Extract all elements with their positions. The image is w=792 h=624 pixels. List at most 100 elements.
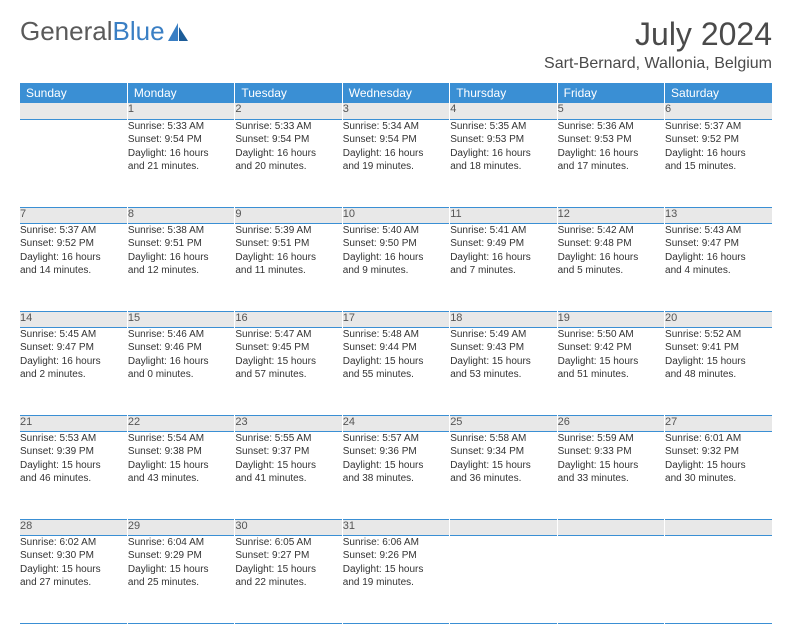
day-d1: Daylight: 16 hours bbox=[235, 147, 341, 161]
title-block: July 2024 Sart-Bernard, Wallonia, Belgiu… bbox=[544, 16, 772, 73]
day-d1: Daylight: 15 hours bbox=[343, 563, 449, 577]
day-sr: Sunrise: 5:34 AM bbox=[343, 120, 449, 134]
calendar-body: 123456Sunrise: 5:33 AMSunset: 9:54 PMDay… bbox=[20, 103, 772, 623]
day-number-cell: 3 bbox=[342, 103, 449, 119]
day-data-row: Sunrise: 5:45 AMSunset: 9:47 PMDaylight:… bbox=[20, 327, 772, 415]
day-ss: Sunset: 9:54 PM bbox=[128, 133, 234, 147]
day-number-cell: 26 bbox=[557, 415, 664, 431]
day-ss: Sunset: 9:54 PM bbox=[235, 133, 341, 147]
day-sr: Sunrise: 5:39 AM bbox=[235, 224, 341, 238]
day-number-cell: 23 bbox=[235, 415, 342, 431]
day-d2: and 17 minutes. bbox=[558, 160, 664, 174]
day-d1: Daylight: 16 hours bbox=[665, 147, 772, 161]
day-ss: Sunset: 9:36 PM bbox=[343, 445, 449, 459]
day-cell: Sunrise: 5:33 AMSunset: 9:54 PMDaylight:… bbox=[235, 119, 342, 207]
day-number-cell: 4 bbox=[450, 103, 557, 119]
day-d2: and 46 minutes. bbox=[20, 472, 127, 486]
day-sr: Sunrise: 6:02 AM bbox=[20, 536, 127, 550]
day-ss: Sunset: 9:47 PM bbox=[665, 237, 772, 251]
day-d1: Daylight: 15 hours bbox=[20, 563, 127, 577]
day-ss: Sunset: 9:30 PM bbox=[20, 549, 127, 563]
header: GeneralBlue July 2024 Sart-Bernard, Wall… bbox=[20, 16, 772, 73]
day-ss: Sunset: 9:32 PM bbox=[665, 445, 772, 459]
day-d1: Daylight: 15 hours bbox=[128, 563, 234, 577]
day-cell bbox=[665, 535, 772, 623]
day-d1: Daylight: 15 hours bbox=[558, 355, 664, 369]
day-d2: and 5 minutes. bbox=[558, 264, 664, 278]
day-ss: Sunset: 9:27 PM bbox=[235, 549, 341, 563]
day-number-cell: 13 bbox=[665, 207, 772, 223]
day-d1: Daylight: 16 hours bbox=[450, 147, 556, 161]
day-d1: Daylight: 16 hours bbox=[20, 355, 127, 369]
day-ss: Sunset: 9:44 PM bbox=[343, 341, 449, 355]
day-number-cell: 11 bbox=[450, 207, 557, 223]
day-sr: Sunrise: 5:37 AM bbox=[20, 224, 127, 238]
day-cell: Sunrise: 6:02 AMSunset: 9:30 PMDaylight:… bbox=[20, 535, 127, 623]
day-d2: and 0 minutes. bbox=[128, 368, 234, 382]
day-ss: Sunset: 9:39 PM bbox=[20, 445, 127, 459]
day-number-cell: 28 bbox=[20, 519, 127, 535]
day-ss: Sunset: 9:53 PM bbox=[450, 133, 556, 147]
day-d2: and 19 minutes. bbox=[343, 576, 449, 590]
daynum-row: 21222324252627 bbox=[20, 415, 772, 431]
day-number-cell: 29 bbox=[127, 519, 234, 535]
day-cell bbox=[557, 535, 664, 623]
day-d2: and 9 minutes. bbox=[343, 264, 449, 278]
day-d1: Daylight: 16 hours bbox=[128, 251, 234, 265]
day-number-cell bbox=[20, 103, 127, 119]
day-d1: Daylight: 16 hours bbox=[128, 147, 234, 161]
day-sr: Sunrise: 5:45 AM bbox=[20, 328, 127, 342]
day-d1: Daylight: 15 hours bbox=[235, 459, 341, 473]
day-cell: Sunrise: 5:57 AMSunset: 9:36 PMDaylight:… bbox=[342, 431, 449, 519]
weekday-tue: Tuesday bbox=[235, 83, 342, 103]
day-sr: Sunrise: 5:57 AM bbox=[343, 432, 449, 446]
day-d2: and 53 minutes. bbox=[450, 368, 556, 382]
day-number-cell: 25 bbox=[450, 415, 557, 431]
day-ss: Sunset: 9:49 PM bbox=[450, 237, 556, 251]
day-number-cell: 9 bbox=[235, 207, 342, 223]
day-sr: Sunrise: 5:35 AM bbox=[450, 120, 556, 134]
day-cell: Sunrise: 5:46 AMSunset: 9:46 PMDaylight:… bbox=[127, 327, 234, 415]
day-cell: Sunrise: 6:01 AMSunset: 9:32 PMDaylight:… bbox=[665, 431, 772, 519]
day-d1: Daylight: 16 hours bbox=[558, 147, 664, 161]
day-number-cell: 15 bbox=[127, 311, 234, 327]
day-number-cell: 18 bbox=[450, 311, 557, 327]
day-data-row: Sunrise: 5:53 AMSunset: 9:39 PMDaylight:… bbox=[20, 431, 772, 519]
day-d1: Daylight: 16 hours bbox=[343, 251, 449, 265]
day-d1: Daylight: 16 hours bbox=[20, 251, 127, 265]
brand-part2: Blue bbox=[113, 16, 165, 47]
day-number-cell bbox=[450, 519, 557, 535]
day-sr: Sunrise: 5:41 AM bbox=[450, 224, 556, 238]
day-number-cell: 14 bbox=[20, 311, 127, 327]
sail-icon bbox=[167, 22, 189, 42]
day-d1: Daylight: 15 hours bbox=[450, 355, 556, 369]
day-ss: Sunset: 9:29 PM bbox=[128, 549, 234, 563]
day-cell: Sunrise: 5:35 AMSunset: 9:53 PMDaylight:… bbox=[450, 119, 557, 207]
day-sr: Sunrise: 5:58 AM bbox=[450, 432, 556, 446]
day-ss: Sunset: 9:52 PM bbox=[20, 237, 127, 251]
day-d2: and 33 minutes. bbox=[558, 472, 664, 486]
daynum-row: 28293031 bbox=[20, 519, 772, 535]
day-ss: Sunset: 9:34 PM bbox=[450, 445, 556, 459]
day-cell: Sunrise: 5:36 AMSunset: 9:53 PMDaylight:… bbox=[557, 119, 664, 207]
day-cell: Sunrise: 5:38 AMSunset: 9:51 PMDaylight:… bbox=[127, 223, 234, 311]
day-cell: Sunrise: 5:40 AMSunset: 9:50 PMDaylight:… bbox=[342, 223, 449, 311]
day-sr: Sunrise: 5:50 AM bbox=[558, 328, 664, 342]
day-cell: Sunrise: 5:58 AMSunset: 9:34 PMDaylight:… bbox=[450, 431, 557, 519]
day-cell: Sunrise: 5:41 AMSunset: 9:49 PMDaylight:… bbox=[450, 223, 557, 311]
day-sr: Sunrise: 5:54 AM bbox=[128, 432, 234, 446]
day-ss: Sunset: 9:53 PM bbox=[558, 133, 664, 147]
day-d2: and 21 minutes. bbox=[128, 160, 234, 174]
day-cell: Sunrise: 5:42 AMSunset: 9:48 PMDaylight:… bbox=[557, 223, 664, 311]
day-ss: Sunset: 9:48 PM bbox=[558, 237, 664, 251]
day-number-cell: 30 bbox=[235, 519, 342, 535]
day-d1: Daylight: 15 hours bbox=[235, 355, 341, 369]
day-sr: Sunrise: 5:42 AM bbox=[558, 224, 664, 238]
day-cell: Sunrise: 6:05 AMSunset: 9:27 PMDaylight:… bbox=[235, 535, 342, 623]
day-number-cell: 8 bbox=[127, 207, 234, 223]
day-data-row: Sunrise: 6:02 AMSunset: 9:30 PMDaylight:… bbox=[20, 535, 772, 623]
day-d2: and 22 minutes. bbox=[235, 576, 341, 590]
day-ss: Sunset: 9:54 PM bbox=[343, 133, 449, 147]
weekday-sat: Saturday bbox=[665, 83, 772, 103]
day-cell: Sunrise: 5:49 AMSunset: 9:43 PMDaylight:… bbox=[450, 327, 557, 415]
